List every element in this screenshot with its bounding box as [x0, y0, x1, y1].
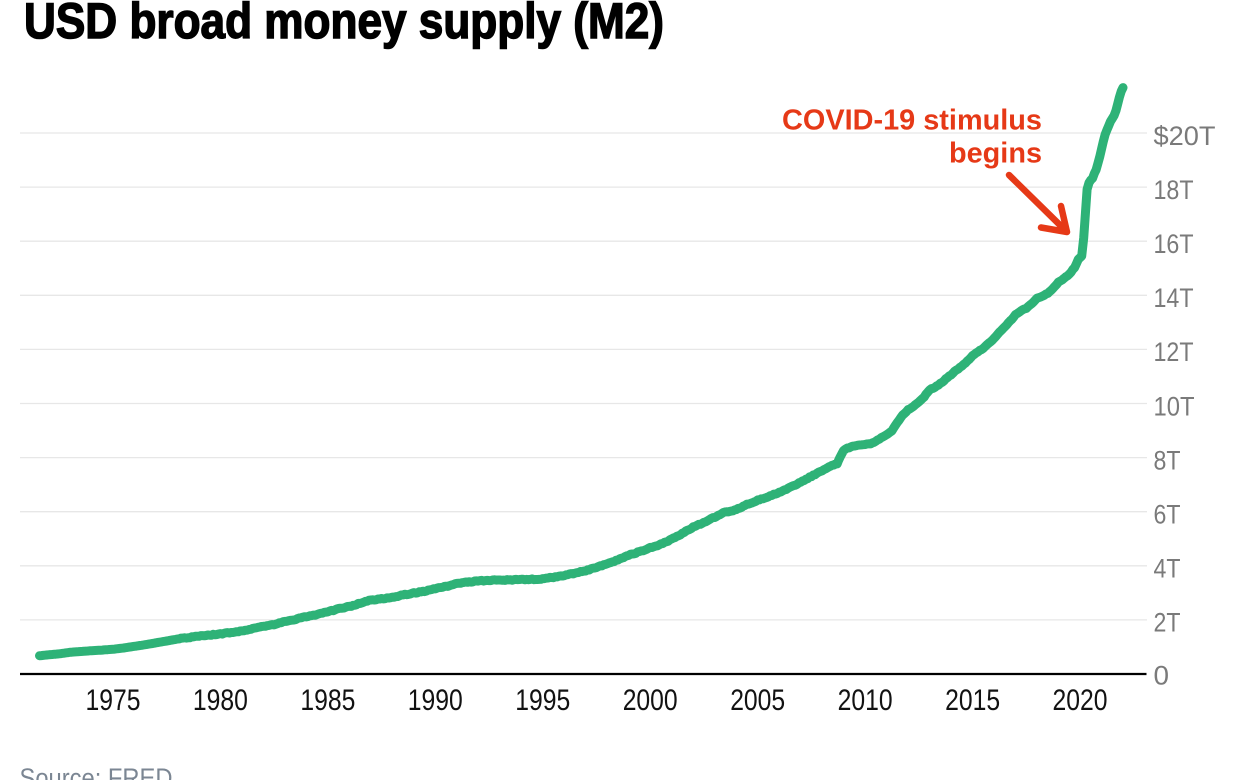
svg-text:2T: 2T — [1154, 608, 1181, 638]
svg-text:0: 0 — [1154, 660, 1170, 690]
svg-text:2020: 2020 — [1053, 684, 1108, 717]
svg-text:8T: 8T — [1154, 445, 1181, 475]
svg-text:6T: 6T — [1154, 500, 1181, 530]
svg-text:2015: 2015 — [945, 684, 1000, 717]
svg-text:1980: 1980 — [193, 684, 248, 717]
svg-text:2010: 2010 — [838, 684, 893, 717]
svg-text:Source: FRED: Source: FRED — [20, 763, 173, 780]
svg-text:COVID-19 stimulus: COVID-19 stimulus — [782, 105, 1042, 137]
svg-text:2005: 2005 — [730, 684, 785, 717]
svg-text:10T: 10T — [1154, 391, 1195, 421]
svg-text:1995: 1995 — [515, 684, 570, 717]
svg-text:1975: 1975 — [86, 684, 141, 717]
svg-text:USD broad money supply (M2): USD broad money supply (M2) — [24, 0, 664, 49]
svg-text:12T: 12T — [1154, 337, 1194, 367]
svg-text:16T: 16T — [1154, 229, 1194, 259]
svg-text:$20T: $20T — [1154, 121, 1216, 151]
svg-text:1985: 1985 — [300, 684, 355, 717]
svg-text:begins: begins — [949, 138, 1042, 170]
svg-text:2000: 2000 — [623, 684, 678, 717]
svg-text:14T: 14T — [1154, 283, 1194, 313]
svg-text:18T: 18T — [1154, 175, 1194, 205]
svg-text:4T: 4T — [1154, 554, 1181, 584]
svg-text:1990: 1990 — [408, 684, 463, 717]
